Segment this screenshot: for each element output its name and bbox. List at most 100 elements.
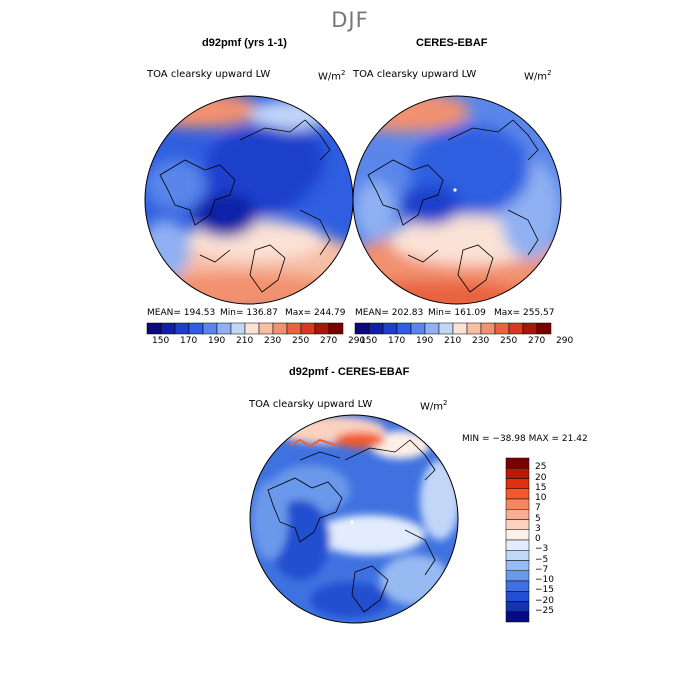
diff-colorbar-tick-label: 7 bbox=[535, 503, 541, 514]
colorbar-swatch bbox=[160, 322, 176, 335]
diff-colorbar-tick-label: 10 bbox=[535, 493, 547, 503]
colorbar-labels-1: 150 170 190 210 230 250 270 290 bbox=[0, 336, 700, 348]
colorbar-swatch bbox=[328, 322, 344, 335]
colorbar-swatch bbox=[202, 322, 218, 335]
diff-units: W/m2 bbox=[420, 399, 448, 413]
diff-colorbar-swatch bbox=[505, 560, 530, 571]
diff-colorbar-swatch bbox=[505, 457, 530, 469]
colorbar-swatch bbox=[452, 322, 468, 335]
panel1-mean: MEAN= 194.53 bbox=[147, 308, 216, 318]
map-ceres-border bbox=[352, 95, 562, 305]
colorbar-tick-label: 190 bbox=[416, 336, 434, 346]
diff-colorbar-swatch bbox=[505, 550, 530, 561]
diff-colorbar-swatch bbox=[505, 601, 530, 612]
diff-colorbar-swatch bbox=[505, 488, 530, 500]
colorbar-swatch bbox=[396, 322, 412, 335]
colorbar-swatch bbox=[272, 322, 288, 335]
colorbar-tick-label: 290 bbox=[348, 336, 366, 346]
panel1-variable: TOA clearsky upward LW bbox=[147, 69, 271, 80]
colorbar-tick-label: 250 bbox=[292, 336, 310, 346]
panel1-title: d92pmf (yrs 1-1) bbox=[202, 37, 287, 49]
colorbar-swatch bbox=[258, 322, 274, 335]
colorbar-swatch bbox=[146, 322, 162, 335]
colorbar-ceres bbox=[354, 322, 552, 335]
panel1-units: W/m2 bbox=[318, 69, 346, 83]
panel2-min: Min= 161.09 bbox=[428, 308, 486, 318]
map-ceres bbox=[353, 96, 561, 304]
colorbar-swatch bbox=[244, 322, 260, 335]
colorbar-swatch bbox=[438, 322, 454, 335]
diff-colorbar-tick-label: 0 bbox=[535, 534, 541, 544]
diff-title: d92pmf - CERES-EBAF bbox=[289, 366, 410, 378]
diff-colorbar-swatch bbox=[505, 478, 530, 489]
diff-colorbar-swatch bbox=[505, 570, 530, 582]
diff-colorbar-tick-label: 5 bbox=[535, 513, 541, 524]
colorbar-tick-label: 170 bbox=[180, 336, 198, 346]
colorbar-swatch bbox=[466, 322, 482, 335]
colorbar-tick-label: 150 bbox=[360, 336, 378, 346]
colorbar-tick-label: 230 bbox=[472, 336, 490, 346]
colorbar-swatch bbox=[410, 322, 426, 335]
colorbar-tick-label: 210 bbox=[444, 336, 462, 346]
colorbar-tick-label: 270 bbox=[528, 336, 546, 346]
colorbar-tick-label: 270 bbox=[320, 336, 338, 346]
diff-variable: TOA clearsky upward LW bbox=[249, 399, 373, 410]
diff-colorbar-swatch bbox=[505, 611, 530, 623]
diff-colorbar-swatch bbox=[505, 580, 530, 592]
diff-colorbar-tick-label: −10 bbox=[535, 575, 554, 585]
colorbar-swatch bbox=[216, 322, 232, 335]
diff-colorbar-tick-label: −25 bbox=[535, 605, 554, 616]
colorbar-swatch bbox=[536, 322, 552, 335]
panel2-variable: TOA clearsky upward LW bbox=[353, 69, 477, 80]
diff-colorbar-swatch bbox=[505, 498, 530, 510]
diff-colorbar-tick-label: 3 bbox=[535, 523, 541, 534]
colorbar-model bbox=[146, 322, 344, 335]
diff-colorbar-swatch bbox=[505, 468, 530, 479]
diff-colorbar-tick-label: −15 bbox=[535, 585, 554, 596]
colorbar-tick-label: 150 bbox=[152, 336, 170, 346]
diff-colorbar-swatch bbox=[505, 591, 530, 602]
diff-stats: MIN = −38.98 MAX = 21.42 bbox=[462, 434, 588, 444]
panel2-title: CERES-EBAF bbox=[416, 37, 488, 49]
colorbar-swatch bbox=[230, 322, 246, 335]
diff-colorbar-swatch bbox=[505, 519, 530, 530]
panel1-min: Min= 136.87 bbox=[220, 308, 278, 318]
map-model bbox=[145, 96, 353, 304]
colorbar-tick-label: 210 bbox=[236, 336, 254, 346]
diff-colorbar-tick-label: −7 bbox=[535, 564, 549, 575]
colorbar-swatch bbox=[314, 322, 330, 335]
diff-colorbar-labels: 25 20 15 10 7 5 3 0 −3 −5 −7 −10 −15 −20 −25 bbox=[510, 0, 554, 700]
diff-colorbar-tick-label: 15 bbox=[535, 482, 547, 493]
map-difference-border bbox=[249, 414, 459, 624]
colorbar-swatch bbox=[368, 322, 384, 335]
panel2-units: W/m2 bbox=[524, 69, 552, 83]
colorbar-swatch bbox=[480, 322, 496, 335]
diff-colorbar-tick-label: 25 bbox=[535, 462, 547, 473]
panel2-mean: MEAN= 202.83 bbox=[355, 308, 424, 318]
colorbar-swatch bbox=[354, 322, 370, 335]
panel2-max: Max= 255.57 bbox=[494, 308, 555, 318]
colorbar-swatch bbox=[286, 322, 302, 335]
colorbar-labels-2: 150 170 190 210 230 250 270 290 bbox=[0, 336, 700, 348]
season-title: DJF bbox=[331, 8, 369, 32]
diff-colorbar-tick-label: −20 bbox=[535, 595, 554, 606]
colorbar-swatch bbox=[188, 322, 204, 335]
colorbar-tick-label: 190 bbox=[208, 336, 226, 346]
colorbar-tick-label: 290 bbox=[556, 336, 574, 346]
colorbar-swatch bbox=[382, 322, 398, 335]
diff-colorbar-tick-label: 20 bbox=[535, 472, 547, 483]
diff-colorbar-tick-label: −3 bbox=[535, 544, 549, 555]
colorbar-tick-label: 170 bbox=[388, 336, 406, 346]
colorbar-swatch bbox=[174, 322, 190, 335]
colorbar-difference bbox=[505, 457, 530, 623]
diff-colorbar-tick-label: −5 bbox=[535, 554, 549, 565]
diff-colorbar-swatch bbox=[505, 509, 530, 520]
diff-colorbar-swatch bbox=[505, 539, 530, 551]
colorbar-tick-label: 230 bbox=[264, 336, 282, 346]
panel1-max: Max= 244.79 bbox=[285, 308, 346, 318]
colorbar-swatch bbox=[300, 322, 316, 335]
colorbar-swatch bbox=[522, 322, 538, 335]
diff-colorbar-swatch bbox=[505, 529, 530, 541]
colorbar-swatch bbox=[508, 322, 524, 335]
